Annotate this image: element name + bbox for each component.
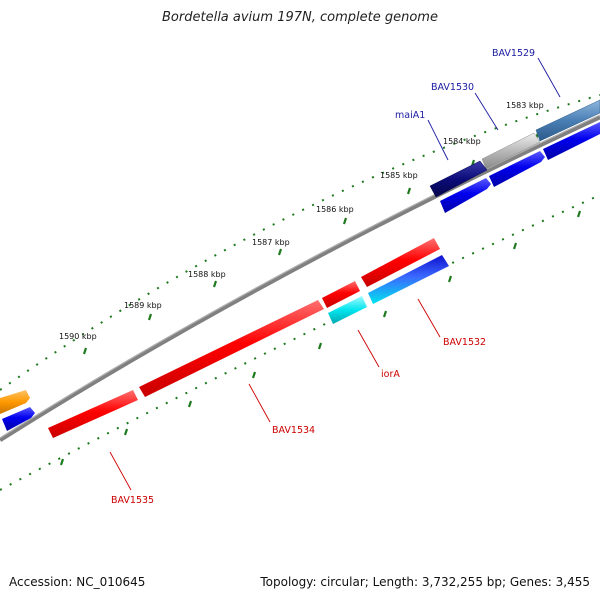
label-bav1535: BAV1535 bbox=[111, 495, 154, 506]
reverse-labels: BAV1532 iorA BAV1534 BAV1535 bbox=[109, 298, 486, 506]
feature-blue-left[interactable] bbox=[2, 407, 35, 431]
genome-backbone bbox=[0, 114, 600, 442]
kbp-label: 1584 kbp bbox=[443, 137, 481, 146]
gene-bav1535[interactable] bbox=[48, 390, 138, 438]
label-bav1529: BAV1529 bbox=[492, 48, 535, 59]
kbp-label: 1585 kbp bbox=[380, 171, 418, 180]
feature-cyan[interactable] bbox=[328, 296, 367, 324]
gene-bav1532[interactable] bbox=[361, 238, 440, 287]
inner-scale-track bbox=[0, 194, 600, 491]
gene-iora[interactable] bbox=[322, 281, 360, 308]
feature-blue-cyan[interactable] bbox=[368, 255, 449, 304]
genome-backbone-highlight bbox=[0, 114, 600, 439]
feature-orange[interactable] bbox=[0, 390, 30, 414]
gene-bav1534[interactable] bbox=[139, 300, 324, 397]
feature-blue[interactable] bbox=[543, 122, 600, 160]
page-title: Bordetella avium 197N, complete genome bbox=[162, 10, 438, 25]
feature-blue[interactable] bbox=[489, 151, 545, 187]
kbp-label: 1590 kbp bbox=[59, 332, 97, 341]
gene-maia1[interactable] bbox=[429, 160, 488, 198]
gene-bav1529[interactable] bbox=[535, 99, 600, 142]
label-iora: iorA bbox=[381, 369, 400, 380]
outer-scale-track bbox=[0, 94, 600, 391]
kbp-label: 1583 kbp bbox=[506, 101, 544, 110]
label-bav1532: BAV1532 bbox=[443, 337, 486, 348]
forward-labels: BAV1529 BAV1530 maiA1 bbox=[395, 48, 561, 161]
kbp-label: 1589 kbp bbox=[124, 301, 162, 310]
kbp-label: 1586 kbp bbox=[316, 205, 354, 214]
label-bav1530: BAV1530 bbox=[431, 82, 474, 93]
kbp-labels: 1583 kbp 1584 kbp 1585 kbp 1586 kbp 1587… bbox=[59, 101, 544, 341]
kbp-label: 1588 kbp bbox=[188, 270, 226, 279]
kbp-label: 1587 kbp bbox=[252, 238, 290, 247]
genome-stats-text: Topology: circular; Length: 3,732,255 bp… bbox=[260, 575, 590, 589]
inner-scale-ticks bbox=[59, 210, 582, 466]
accession-text: Accession: NC_010645 bbox=[9, 575, 146, 589]
feature-blue[interactable] bbox=[440, 178, 491, 213]
label-bav1534: BAV1534 bbox=[272, 425, 315, 436]
gene-bav1530[interactable] bbox=[481, 132, 541, 170]
label-maia1: maiA1 bbox=[395, 110, 425, 121]
